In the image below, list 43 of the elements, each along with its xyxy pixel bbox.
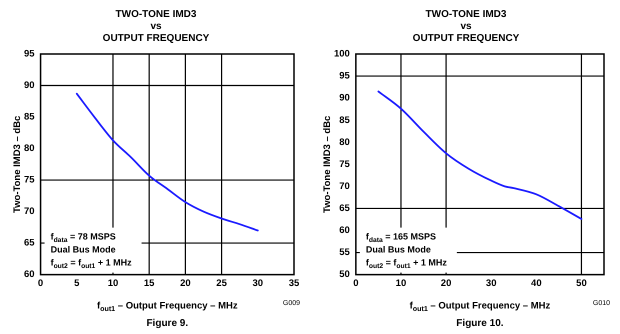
y-tick-label: 90 [339, 92, 350, 104]
x-tick-label: 40 [531, 278, 542, 289]
x-tick-label: 0 [38, 278, 44, 289]
y-tick-label: 75 [339, 158, 351, 170]
y-tick-label: 70 [24, 206, 35, 218]
x-tick-label: 20 [440, 278, 452, 289]
line-series [378, 90, 582, 220]
x-tick-label: 30 [486, 278, 496, 289]
y-tick-label: 80 [24, 143, 35, 154]
x-tick-label: 10 [396, 278, 406, 289]
y-tick-label: 90 [24, 80, 35, 92]
annotation: Dual Bus Mode [366, 244, 431, 255]
y-tick-label: 80 [339, 136, 350, 148]
y-axis-title: Two-Tone IMD3 – dBc [12, 116, 23, 213]
y-tick-label: 100 [334, 48, 350, 60]
x-tick-label: 50 [576, 278, 587, 289]
x-tick-label: 0 [353, 278, 358, 289]
x-tick-label: 25 [216, 278, 228, 289]
chart-title: TWO-TONE IMD3 vs OUTPUT FREQUENCY [412, 8, 520, 44]
y-tick-label: 85 [24, 112, 36, 123]
caption: Figure 10. [456, 318, 504, 329]
y-tick-label: 95 [24, 48, 36, 60]
y-tick-label: 70 [339, 180, 350, 192]
chart-title: TWO-TONE IMD3 vs OUTPUT FREQUENCY [102, 8, 210, 44]
y-axis-title: Two-Tone IMD3 – dBc [322, 116, 333, 213]
y-tick-label: 50 [339, 269, 350, 280]
y-tick-label: 75 [24, 174, 36, 186]
x-tick-label: 20 [180, 278, 191, 289]
caption: Figure 9. [146, 318, 188, 329]
y-tick-label: 65 [24, 238, 36, 249]
y-tick-label: 85 [339, 114, 351, 126]
x-tick-label: 15 [144, 278, 156, 289]
y-tick-label: 95 [339, 70, 351, 82]
y-tick-label: 55 [339, 247, 351, 258]
x-tick-label: 30 [252, 278, 264, 289]
y-tick-label: 65 [339, 203, 351, 214]
y-tick-label: 60 [339, 225, 350, 236]
x-tick-label: 35 [288, 278, 300, 289]
annotation: Dual Bus Mode [50, 244, 116, 255]
x-tick-label: 5 [74, 278, 80, 289]
x-tick-label: 10 [108, 278, 118, 289]
line-series [76, 92, 259, 232]
y-tick-label: 60 [24, 269, 35, 280]
